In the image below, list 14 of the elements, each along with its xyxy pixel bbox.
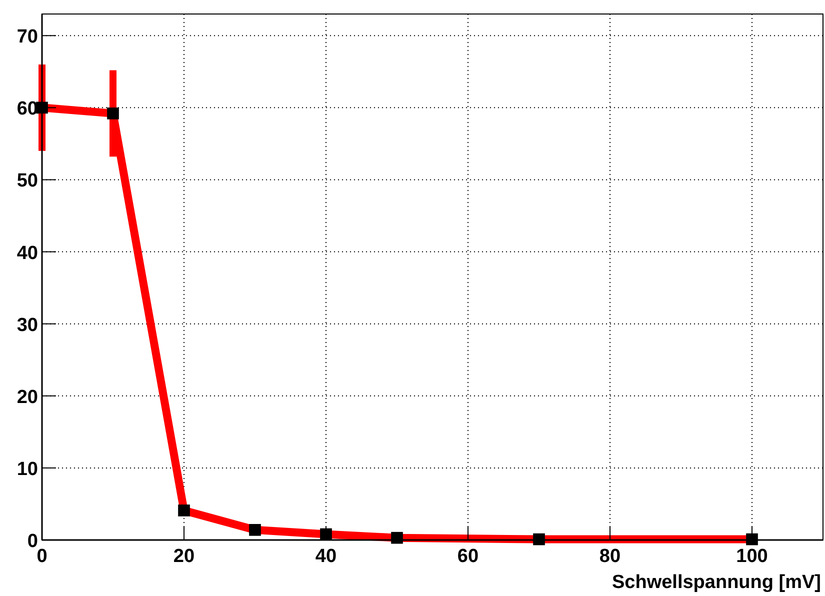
x-tick-label: 80 bbox=[599, 546, 621, 567]
x-axis-title: Schwellspannung [mV] bbox=[612, 572, 821, 593]
y-tick-label: 70 bbox=[16, 26, 38, 48]
y-tick-label: 20 bbox=[16, 386, 38, 408]
y-tick-label: 0 bbox=[27, 531, 38, 552]
x-tick-label: 40 bbox=[315, 546, 337, 567]
x-tick-label: 20 bbox=[173, 546, 195, 567]
y-tick-label: 10 bbox=[16, 458, 38, 480]
y-tick-label: 50 bbox=[16, 170, 38, 192]
y-tick-label: 30 bbox=[16, 314, 38, 336]
y-tick-label: 60 bbox=[16, 98, 38, 120]
x-tick-label: 100 bbox=[736, 546, 768, 567]
x-tick-label: 60 bbox=[457, 546, 479, 567]
y-tick-label: 40 bbox=[16, 242, 38, 264]
